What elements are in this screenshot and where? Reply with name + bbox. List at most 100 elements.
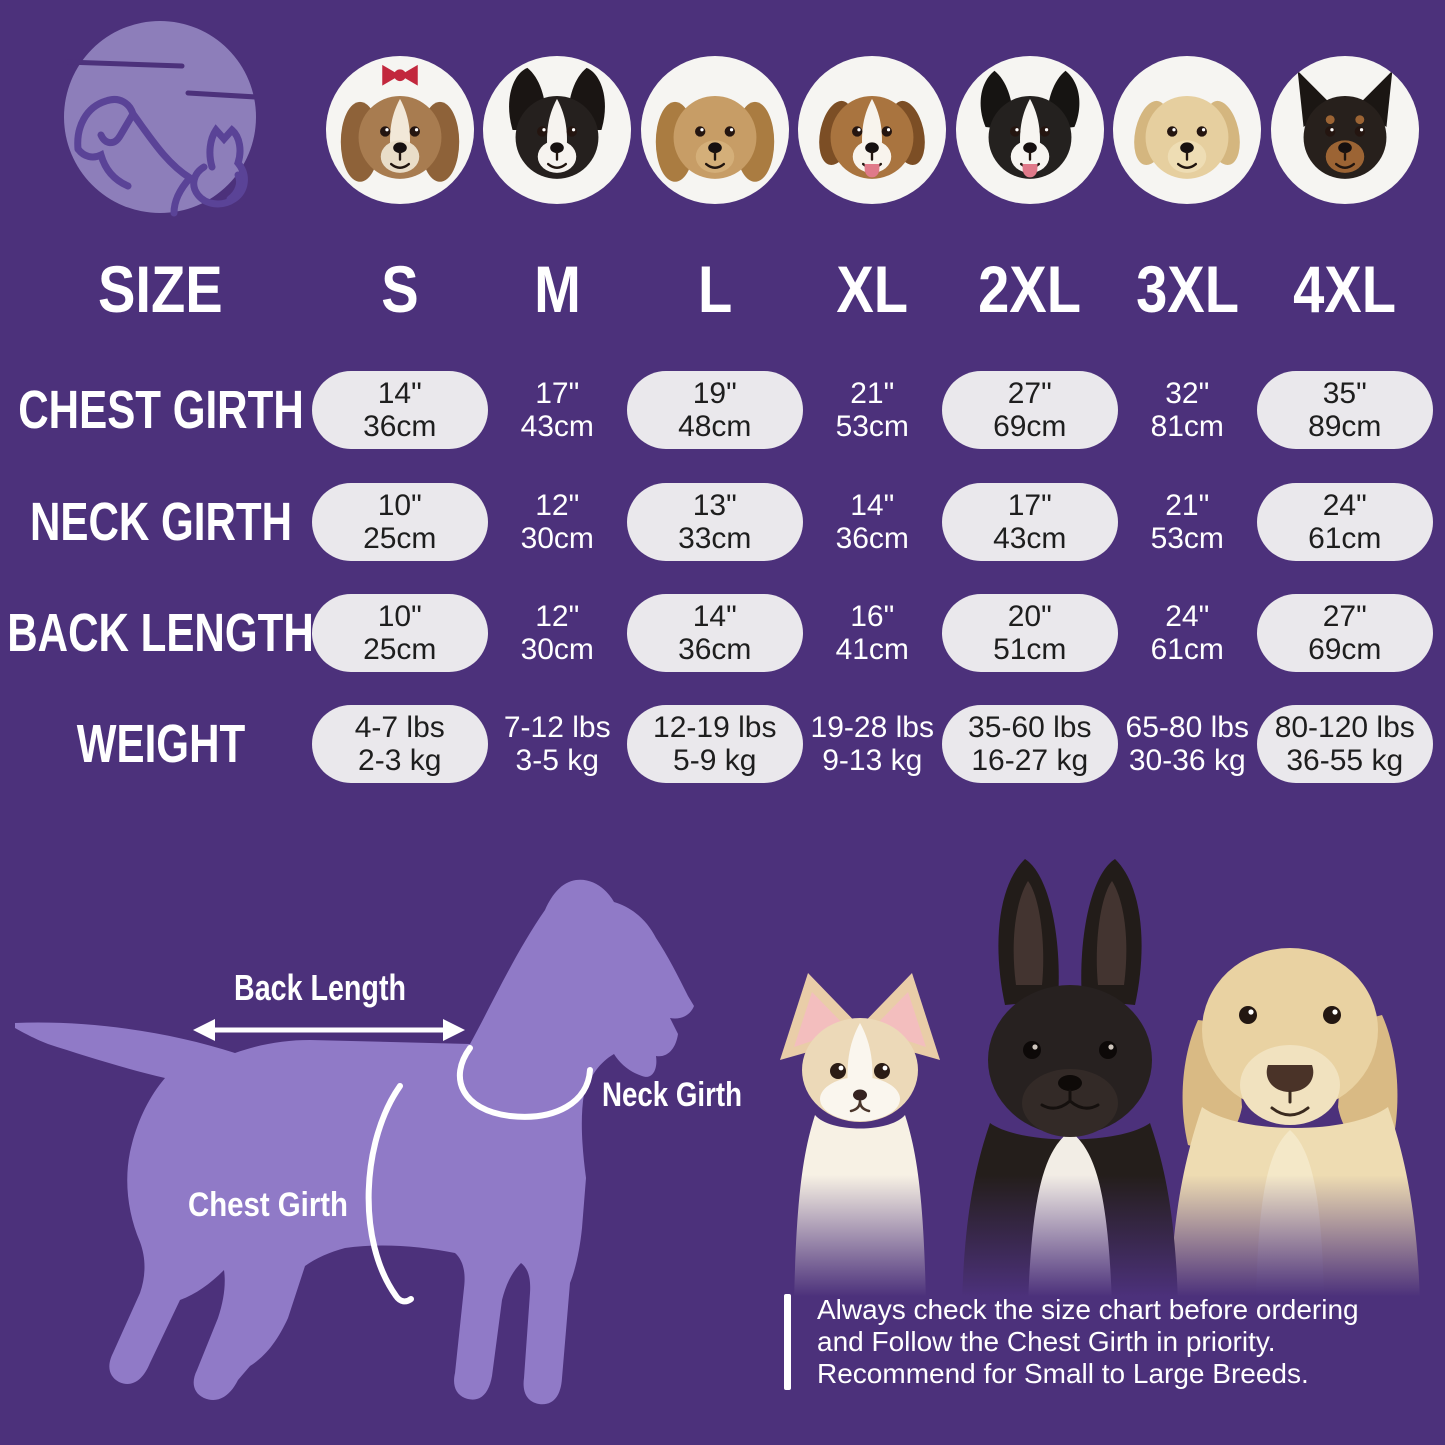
value-line: 36cm (678, 633, 752, 666)
breed-photo-labrador (1113, 56, 1262, 204)
value-line: 27" (1007, 377, 1052, 410)
pill-chest-girth-s: 14" 36cm (311, 371, 488, 449)
size-header: SIZE (98, 252, 223, 326)
pill-back-length-l: 14" 36cm (626, 594, 803, 672)
value-line: 24" (1322, 489, 1367, 522)
logo-dog-cat-lineart (74, 96, 248, 217)
cell-neck-girth-3xl: 21" 53cm (1109, 483, 1267, 561)
value-line: 61cm (1308, 522, 1382, 555)
value-line: 17" (535, 377, 580, 410)
value-line: 9-13 kg (822, 744, 923, 777)
value-line: 89cm (1308, 410, 1382, 443)
row-weight: WEIGHT 4-7 lbs 2-3 kg 7-12 lbs 3-5 kg 12-19 l… (0, 705, 1433, 783)
dog-silhouette (15, 879, 694, 1405)
value-line: 30cm (520, 522, 594, 555)
value-line: 12" (535, 489, 580, 522)
breed-photo-border-collie (955, 56, 1104, 204)
row-label-neck-girth: NECK GIRTH (29, 492, 292, 552)
row-label-chest-girth: CHEST GIRTH (17, 380, 304, 440)
measurement-diagram: Back Length Neck Girth Chest Girth (15, 879, 742, 1405)
value-line: 12-19 lbs (653, 711, 777, 744)
value-line: 36cm (835, 522, 909, 555)
value-line: 80-120 lbs (1274, 711, 1415, 744)
value-line: 12" (535, 600, 580, 633)
size-column-header-l: L (697, 252, 732, 326)
breed-photo-beagle (798, 56, 947, 204)
pill-weight-4xl: 80-120 lbs 36-55 kg (1256, 705, 1433, 783)
value-line: 33cm (678, 522, 752, 555)
pill-weight-l: 12-19 lbs 5-9 kg (626, 705, 803, 783)
value-line: 51cm (993, 633, 1067, 666)
value-line: 19-28 lbs (810, 711, 934, 744)
value-line: 14" (377, 377, 422, 410)
back-length-label: Back Length (234, 967, 406, 1008)
note-text: Always check the size chart before order… (817, 1294, 1359, 1390)
value-line: 36-55 kg (1286, 744, 1404, 777)
value-line: 27" (1322, 600, 1367, 633)
value-line: 69cm (993, 410, 1067, 443)
value-line: 14" (692, 600, 737, 633)
value-line: 69cm (1308, 633, 1382, 666)
chest-girth-arc (365, 1083, 414, 1305)
value-line: 25cm (363, 522, 437, 555)
row-neck-girth: NECK GIRTH 10" 25cm 12" 30cm 13" 33cm 14" 36cm 17… (0, 483, 1433, 561)
logo-swoosh-line (185, 90, 258, 100)
pill-neck-girth-4xl: 24" 61cm (1256, 483, 1433, 561)
value-line: 36cm (363, 410, 437, 443)
size-column-header-s: S (381, 252, 419, 326)
value-line: 43cm (520, 410, 594, 443)
size-column-header-2xl: 2XL (978, 252, 1082, 326)
pill-back-length-2xl: 20" 51cm (941, 594, 1118, 672)
value-line: 65-80 lbs (1125, 711, 1249, 744)
cell-chest-girth-xl: 21" 53cm (794, 371, 952, 449)
cell-weight-3xl: 65-80 lbs 30-36 kg (1109, 705, 1267, 783)
note-accent-bar (784, 1294, 791, 1390)
pill-neck-girth-s: 10" 25cm (311, 483, 488, 561)
size-column-header-4xl: 4XL (1293, 252, 1397, 326)
value-line: 61cm (1150, 633, 1224, 666)
value-line: 81cm (1150, 410, 1224, 443)
pill-neck-girth-2xl: 17" 43cm (941, 483, 1118, 561)
value-line: 3-5 kg (515, 744, 599, 777)
value-line: 35" (1322, 377, 1367, 410)
value-line: 16-27 kg (971, 744, 1089, 777)
cell-back-length-3xl: 24" 61cm (1109, 594, 1267, 672)
value-line: 21" (850, 377, 895, 410)
pill-back-length-4xl: 27" 69cm (1256, 594, 1433, 672)
value-line: 14" (850, 489, 895, 522)
value-line: 53cm (835, 410, 909, 443)
pill-back-length-s: 10" 25cm (311, 594, 488, 672)
value-line: 30-36 kg (1128, 744, 1246, 777)
note-line: Always check the size chart before order… (817, 1294, 1359, 1325)
value-line: 30cm (520, 633, 594, 666)
value-line: 10" (377, 600, 422, 633)
row-label-back-length: BACK LENGTH (7, 603, 314, 663)
cell-neck-girth-m: 12" 30cm (479, 483, 637, 561)
cell-back-length-m: 12" 30cm (479, 594, 637, 672)
cell-chest-girth-m: 17" 43cm (479, 371, 637, 449)
pill-weight-2xl: 35-60 lbs 16-27 kg (941, 705, 1118, 783)
pill-weight-s: 4-7 lbs 2-3 kg (311, 705, 488, 783)
header-row: SIZE S M L XL 2XL 3XL 4XL (0, 243, 1424, 335)
row-chest-girth: CHEST GIRTH 14" 36cm 17" 43cm 19" 48cm 21" 53cm 2… (0, 371, 1433, 449)
value-line: 16" (850, 600, 895, 633)
pill-chest-girth-4xl: 35" 89cm (1256, 371, 1433, 449)
breed-photo-boston-terrier (483, 56, 632, 204)
cell-neck-girth-xl: 14" 36cm (794, 483, 952, 561)
value-line: 25cm (363, 633, 437, 666)
breed-photo-row (0, 56, 1424, 204)
value-line: 10" (377, 489, 422, 522)
pill-chest-girth-l: 19" 48cm (626, 371, 803, 449)
value-line: 48cm (678, 410, 752, 443)
neck-girth-arc (456, 1045, 593, 1120)
pill-neck-girth-l: 13" 33cm (626, 483, 803, 561)
size-column-header-xl: XL (836, 252, 909, 326)
cell-weight-m: 7-12 lbs 3-5 kg (479, 705, 637, 783)
value-line: 21" (1165, 489, 1210, 522)
logo-swoosh-line (63, 59, 185, 69)
cell-chest-girth-3xl: 32" 81cm (1109, 371, 1267, 449)
value-line: 5-9 kg (673, 744, 757, 777)
value-line: 2-3 kg (358, 744, 442, 777)
pill-chest-girth-2xl: 27" 69cm (941, 371, 1118, 449)
